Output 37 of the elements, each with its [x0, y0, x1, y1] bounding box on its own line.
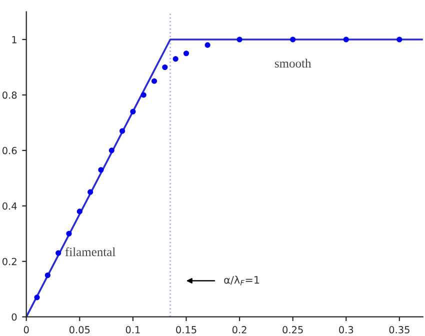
y-tick-label: 1: [12, 36, 16, 44]
point: [172, 56, 178, 62]
annotation: smooth: [274, 58, 312, 68]
point: [204, 42, 210, 48]
y-tick-label: 0.6: [2, 146, 17, 154]
point: [290, 36, 296, 42]
x-tick-label: 0.35: [389, 326, 410, 334]
point: [34, 294, 40, 300]
x-tick-label: 0.3: [339, 326, 354, 334]
point: [130, 108, 136, 114]
point: [44, 272, 50, 278]
x-tick-label: 0.25: [282, 326, 303, 334]
point: [98, 167, 104, 173]
x-tick-label: 0.15: [176, 326, 196, 334]
x-tick-label: 0.1: [126, 326, 140, 334]
annotation: filamental: [65, 247, 116, 256]
point: [236, 36, 242, 42]
point: [183, 50, 190, 56]
point: [88, 189, 94, 195]
y-tick-label: 0.8: [2, 91, 17, 99]
x-tick-label: 0: [24, 326, 29, 334]
x-tick-label: 0.2: [232, 326, 246, 334]
point: [162, 64, 168, 70]
point: [66, 230, 72, 236]
annotation: α/λ$_{F}$=1: [224, 276, 260, 286]
point: [396, 36, 402, 42]
point: [108, 148, 114, 154]
x-tick-label: 0.05: [69, 326, 90, 334]
point: [343, 36, 349, 42]
y-tick-label: 0.2: [2, 258, 16, 266]
point: [56, 250, 62, 256]
point: [151, 78, 158, 84]
y-tick-label: 0.4: [2, 202, 17, 210]
point: [76, 208, 82, 214]
point: [140, 92, 146, 98]
point: [120, 128, 126, 134]
y-tick-label: 0: [12, 313, 17, 321]
